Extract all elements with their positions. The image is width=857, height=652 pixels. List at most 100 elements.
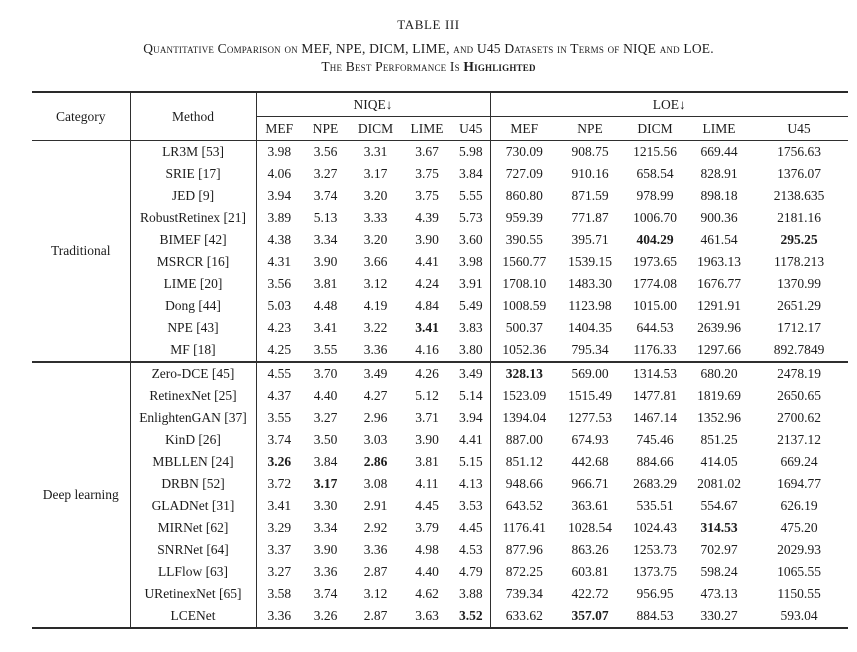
- niqe-value-cell: 3.74: [313, 586, 338, 602]
- loe-value-cell: 884.53: [636, 608, 674, 624]
- niqe-value-cell: 3.26: [313, 608, 338, 624]
- niqe-value-cell: 4.45: [452, 517, 491, 540]
- loe-value-cell: 2478.19: [750, 361, 849, 386]
- loe-value-cell: 330.27: [700, 608, 738, 624]
- loe-value-cell: 900.36: [700, 210, 738, 226]
- loe-value-cell: 1539.15: [568, 254, 612, 270]
- loe-value-cell: 644.53: [636, 320, 674, 336]
- loe-value-cell: 795.34: [571, 342, 609, 358]
- subheader-loe-npe: NPE: [558, 116, 622, 142]
- loe-value-cell: 593.04: [780, 608, 818, 624]
- loe-value-cell: 658.54: [636, 166, 674, 182]
- table-row: NPE [43] 4.23 3.41 3.22 3.41 3.83 500.37 1404.3…: [32, 317, 848, 340]
- niqe-value-cell: 3.90: [313, 254, 338, 270]
- niqe-value-cell: 5.98: [452, 140, 491, 164]
- loe-value-cell: 535.51: [636, 498, 674, 514]
- table-row: MF [18] 4.25 3.55 3.36 4.16 3.80 1052.36 795.34…: [32, 339, 848, 363]
- method-cell: LCENet: [130, 605, 257, 629]
- table-row: MIRNet [62] 3.29 3.34 2.92 3.79 4.45 1176.41 10…: [32, 517, 848, 540]
- niqe-value-cell: 3.56: [267, 276, 292, 292]
- loe-value-cell: 475.20: [780, 520, 818, 536]
- method-cell: JED [9]: [130, 185, 257, 208]
- niqe-value-cell: 3.22: [363, 320, 388, 336]
- loe-value-cell: 745.46: [636, 432, 674, 448]
- niqe-value-cell: 4.62: [415, 586, 439, 602]
- loe-value-cell: 1008.59: [502, 298, 547, 314]
- method-cell: GLADNet [31]: [130, 495, 257, 518]
- loe-value-cell: 363.61: [571, 498, 609, 514]
- loe-value-cell: 1015.00: [633, 298, 677, 314]
- niqe-value-cell: 3.26: [267, 454, 292, 470]
- loe-value-cell: 1253.73: [633, 542, 677, 558]
- niqe-value-cell: 3.89: [267, 210, 292, 226]
- niqe-value-cell: 3.52: [452, 605, 491, 629]
- subheader-niqe-lime: LIME: [402, 116, 452, 142]
- loe-value-cell: 1176.33: [633, 342, 677, 358]
- subheader-niqe-mef: MEF: [256, 116, 302, 142]
- loe-value-cell: 1291.91: [697, 298, 741, 314]
- loe-value-cell: 1560.77: [502, 254, 547, 270]
- caption-line2-highlighted: Highlighted: [463, 59, 536, 75]
- loe-value-cell: 884.66: [636, 454, 674, 470]
- loe-value-cell: 669.24: [780, 454, 818, 470]
- table-number-title: TABLE III: [397, 17, 460, 32]
- niqe-value-cell: 3.88: [452, 583, 491, 606]
- method-cell: LR3M [53]: [130, 140, 257, 164]
- niqe-value-cell: 3.34: [313, 232, 338, 248]
- loe-value-cell: 892.7849: [773, 342, 825, 358]
- loe-value-cell: 959.39: [505, 210, 543, 226]
- table-row: Dong [44] 5.03 4.48 4.19 4.84 5.49 1008.59 1123…: [32, 295, 848, 318]
- loe-value-cell: 1006.70: [633, 210, 677, 226]
- niqe-value-cell: 3.20: [363, 188, 388, 204]
- niqe-value-cell: 4.37: [267, 388, 292, 404]
- table-row: MBLLEN [24] 3.26 3.84 2.86 3.81 5.15 851.12 442…: [32, 451, 848, 474]
- method-cell: KinD [26]: [130, 429, 257, 452]
- table-row: MSRCR [16] 4.31 3.90 3.66 4.41 3.98 1560.77 153…: [32, 251, 848, 274]
- niqe-value-cell: 3.17: [313, 476, 338, 492]
- niqe-value-cell: 4.41: [452, 429, 491, 452]
- niqe-value-cell: 4.40: [313, 388, 338, 404]
- niqe-value-cell: 3.72: [267, 476, 292, 492]
- niqe-value-cell: 4.13: [452, 473, 491, 496]
- category-cell: Traditional: [32, 140, 131, 363]
- table-row: SRIE [17] 4.06 3.27 3.17 3.75 3.84 727.09 910.1…: [32, 163, 848, 186]
- loe-value-cell: 1297.66: [697, 342, 741, 358]
- loe-value-cell: 2029.93: [777, 542, 821, 558]
- method-cell: SNRNet [64]: [130, 539, 257, 562]
- niqe-value-cell: 3.12: [363, 586, 388, 602]
- loe-value-cell: 569.00: [558, 361, 622, 386]
- niqe-value-cell: 5.15: [452, 451, 491, 474]
- loe-value-cell: 908.75: [571, 144, 609, 160]
- niqe-value-cell: 3.29: [267, 520, 292, 536]
- niqe-value-cell: 3.12: [363, 276, 388, 292]
- niqe-value-cell: 3.70: [302, 361, 349, 386]
- niqe-value-cell: 3.90: [415, 432, 439, 448]
- loe-value-cell: 727.09: [505, 166, 543, 182]
- loe-value-cell: 674.93: [571, 432, 609, 448]
- table-row: RobustRetinex [21] 3.89 5.13 3.33 4.39 5.73 95…: [32, 207, 848, 230]
- niqe-value-cell: 4.41: [415, 254, 439, 270]
- loe-value-cell: 2639.96: [697, 320, 741, 336]
- table-row: Deep learning Zero-DCE [45] 4.55 3.70 3.49 4.…: [32, 361, 849, 629]
- method-cell: Zero-DCE [45]: [130, 361, 257, 386]
- niqe-value-cell: 4.84: [415, 298, 439, 314]
- niqe-value-cell: 3.94: [267, 188, 292, 204]
- niqe-value-cell: 5.73: [452, 207, 491, 230]
- loe-value-cell: 2683.29: [633, 476, 677, 492]
- table-row: LIME [20] 3.56 3.81 3.12 4.24 3.91 1708.10 1483…: [32, 273, 848, 296]
- niqe-value-cell: 4.06: [267, 166, 292, 182]
- niqe-value-cell: 3.41: [415, 320, 439, 336]
- method-cell: MBLLEN [24]: [130, 451, 257, 474]
- subheader-niqe-dicm: DICM: [349, 116, 402, 142]
- subheader-loe-u45: U45: [750, 116, 849, 142]
- loe-value-cell: 828.91: [700, 166, 738, 182]
- loe-value-cell: 357.07: [571, 608, 609, 624]
- table-caption: Quantitative Comparison on MEF, NPE, DIC…: [0, 40, 857, 76]
- loe-value-cell: 1523.09: [502, 388, 547, 404]
- loe-value-cell: 2138.635: [773, 188, 825, 204]
- loe-value-cell: 898.18: [700, 188, 738, 204]
- loe-value-cell: 1373.75: [633, 564, 677, 580]
- loe-value-cell: 1515.49: [568, 388, 612, 404]
- niqe-value-cell: 3.34: [313, 520, 338, 536]
